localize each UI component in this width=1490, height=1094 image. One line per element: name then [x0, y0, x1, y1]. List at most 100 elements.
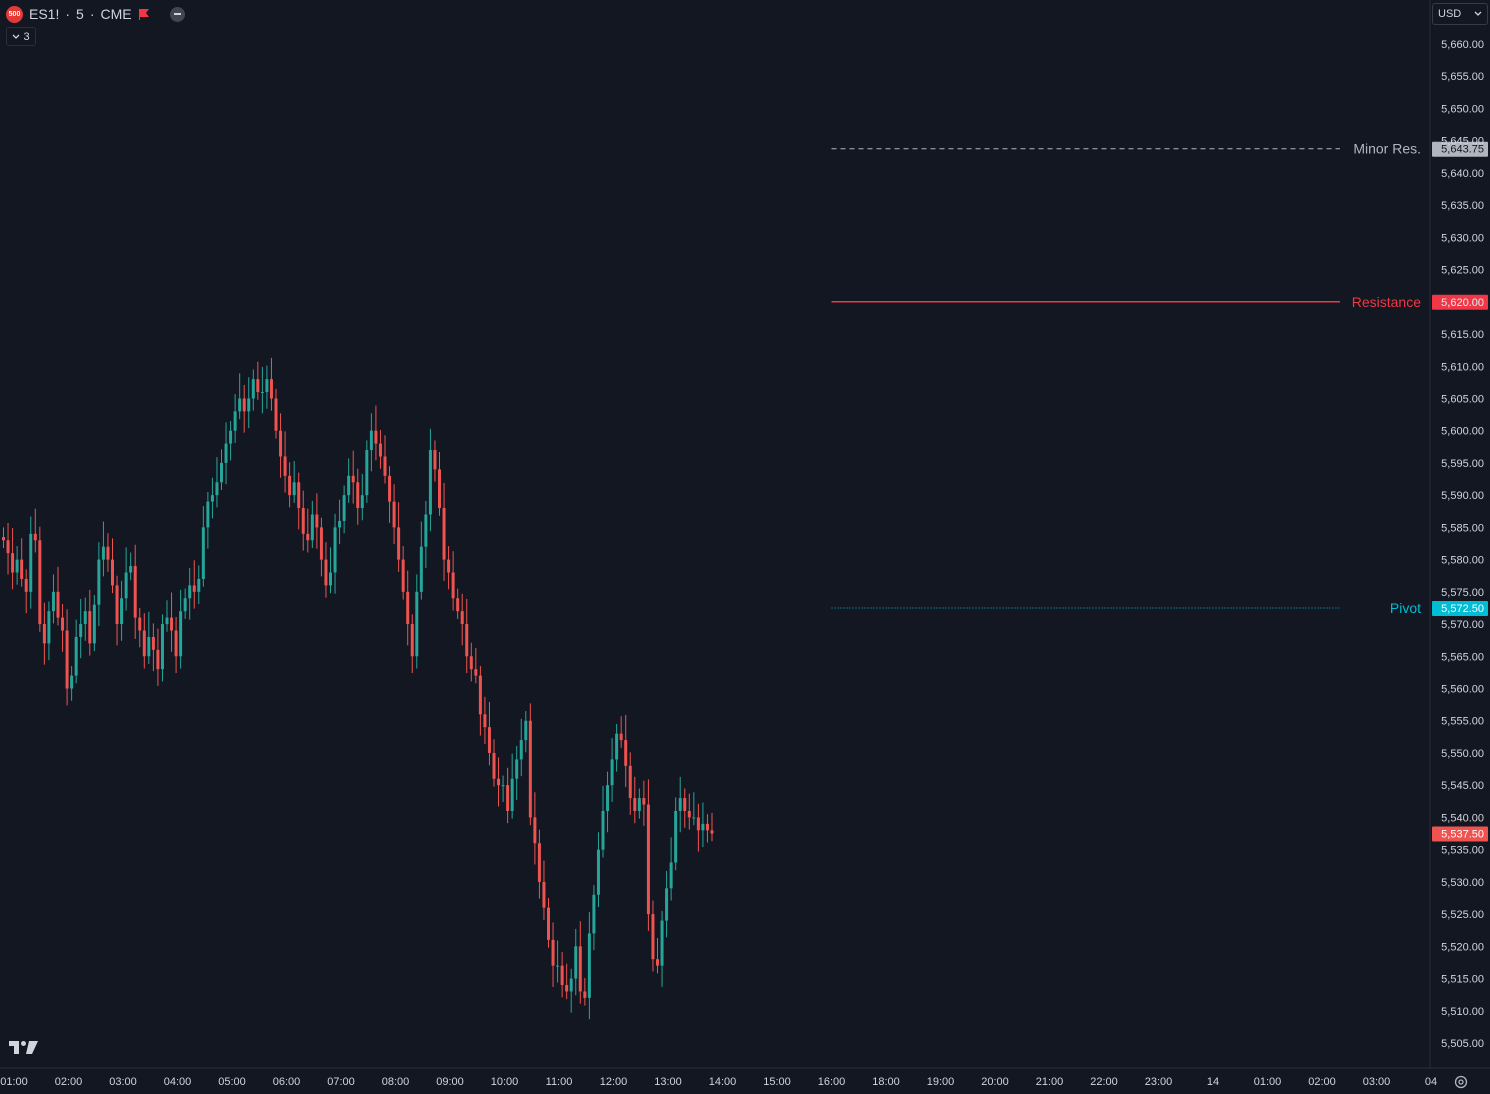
candle: [238, 373, 242, 420]
candle: [569, 968, 573, 1013]
candle: [20, 538, 24, 587]
candle: [506, 767, 510, 824]
candle: [24, 569, 28, 614]
candle: [120, 580, 124, 641]
candle: [47, 601, 51, 661]
candle: [56, 566, 60, 626]
candle: [601, 785, 605, 858]
collapse-button[interactable]: [169, 6, 185, 22]
symbol-header[interactable]: 500 ES1! · 5 · CME: [6, 4, 185, 24]
candle: [438, 451, 441, 516]
time-axis[interactable]: 01:00 02:00 03:00 04:00 05:00 06:00 07:00 08:00…: [0, 1067, 1490, 1088]
candle: [224, 422, 228, 485]
price-tick-label: 5,520.00: [1441, 941, 1484, 953]
price-tick-label: 5,545.00: [1441, 780, 1484, 792]
time-tick-label: 14:00: [709, 1076, 737, 1088]
candle: [687, 793, 691, 830]
time-tick-label: 19:00: [927, 1076, 955, 1088]
level-price-tag: 5,572.50: [1432, 600, 1488, 616]
price-tick-label: 5,590.00: [1441, 490, 1484, 502]
candle: [220, 449, 223, 491]
svg-text:5,572.50: 5,572.50: [1441, 603, 1484, 615]
time-tick-label: 02:00: [1308, 1076, 1336, 1088]
candle: [310, 500, 314, 549]
candle: [483, 696, 487, 744]
candle: [710, 812, 714, 842]
candle: [83, 597, 87, 641]
time-tick-label: 07:00: [327, 1076, 355, 1088]
candle: [578, 921, 582, 1004]
level-resistance[interactable]: Resistance: [831, 294, 1422, 310]
candle: [133, 544, 137, 639]
candle: [596, 832, 600, 908]
candle: [637, 788, 641, 819]
candle: [301, 490, 305, 551]
candlestick-series: [2, 357, 714, 1020]
candle: [124, 547, 128, 611]
price-tick-label: 5,635.00: [1441, 200, 1484, 212]
svg-text:5,643.75: 5,643.75: [1441, 144, 1484, 156]
candle: [274, 388, 278, 439]
candle: [478, 665, 482, 736]
candle: [333, 513, 337, 594]
exchange-label: CME: [100, 6, 132, 22]
price-tick-label: 5,650.00: [1441, 103, 1484, 115]
level-minor-res[interactable]: Minor Res.: [831, 141, 1422, 157]
candle: [501, 775, 505, 802]
candle: [474, 647, 478, 684]
candle: [678, 776, 682, 833]
price-tick-label: 5,630.00: [1441, 232, 1484, 244]
candle: [619, 716, 623, 748]
candle: [574, 928, 578, 996]
time-tick-label: 18:00: [872, 1076, 900, 1088]
candle: [669, 837, 673, 901]
tradingview-logo-icon[interactable]: [9, 1039, 39, 1055]
candle: [33, 508, 37, 553]
candle: [179, 589, 183, 669]
time-tick-label: 09:00: [436, 1076, 464, 1088]
candle: [97, 542, 101, 626]
indicators-toggle-button[interactable]: 3: [6, 27, 36, 46]
indicators-count: 3: [23, 30, 30, 43]
time-tick-label: 03:00: [1363, 1076, 1391, 1088]
flag-icon[interactable]: [138, 8, 150, 20]
candle: [556, 940, 560, 983]
currency-dropdown[interactable]: USD: [1432, 3, 1488, 25]
candle: [165, 600, 169, 632]
price-tick-label: 5,655.00: [1441, 71, 1484, 83]
minus-icon: [173, 13, 181, 15]
level-pivot[interactable]: Pivot: [831, 600, 1422, 616]
candle: [519, 718, 523, 777]
candle: [6, 522, 10, 575]
candle: [587, 912, 591, 1020]
candle: [374, 405, 378, 461]
candle: [88, 589, 92, 656]
candle: [646, 779, 650, 931]
price-tick-label: 5,515.00: [1441, 974, 1484, 986]
candle: [428, 428, 432, 532]
candle: [260, 366, 264, 414]
symbol-logo-icon: 500: [6, 5, 23, 23]
price-tick-label: 5,660.00: [1441, 39, 1484, 51]
price-tick-label: 5,645.00: [1441, 136, 1484, 148]
gear-icon[interactable]: [1453, 1074, 1469, 1090]
candle: [183, 588, 187, 619]
symbol-name[interactable]: ES1!: [29, 6, 60, 22]
interval-label[interactable]: 5: [76, 6, 84, 22]
chevron-down-icon: [1474, 11, 1482, 16]
candle: [383, 435, 387, 484]
price-axis[interactable]: 5,660.00 5,655.00 5,650.00 5,645.00 5,640.00…: [1429, 0, 1488, 1068]
candle: [329, 547, 332, 594]
svg-text:5,620.00: 5,620.00: [1441, 297, 1484, 309]
price-tick-label: 5,535.00: [1441, 845, 1484, 857]
candle: [256, 361, 260, 400]
candle: [2, 527, 5, 549]
price-tick-label: 5,550.00: [1441, 748, 1484, 760]
candle: [565, 963, 569, 1000]
candle: [229, 421, 233, 461]
candle: [51, 574, 55, 624]
price-tick-label: 5,610.00: [1441, 361, 1484, 373]
candle: [151, 623, 155, 672]
time-tick-label: 06:00: [273, 1076, 301, 1088]
